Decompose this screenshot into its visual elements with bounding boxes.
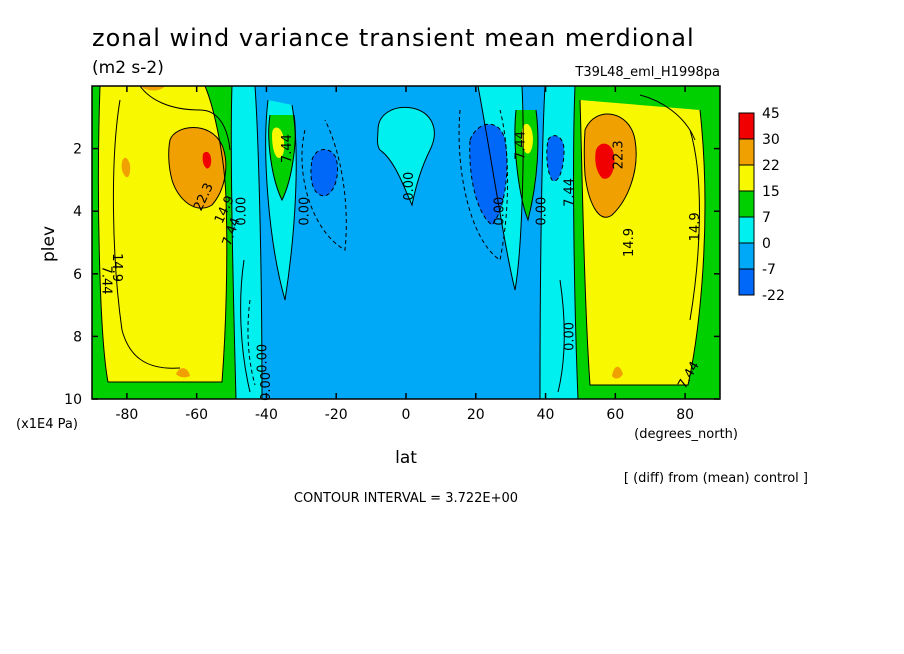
y-tick-label: 8	[73, 329, 82, 345]
contour-field	[92, 86, 720, 399]
colorbar: 45 30 22 15 7 0 -7 -22	[738, 106, 785, 304]
colorbar-swatch	[738, 112, 755, 140]
x-tick-label: 0	[402, 407, 411, 423]
contour-label: 0.00	[402, 172, 417, 201]
contour-line	[112, 99, 181, 369]
x-tick-label: 80	[676, 407, 694, 423]
colorbar-label: 7	[762, 210, 771, 226]
contour-label: 7.44	[280, 134, 295, 163]
colorbar-label: 30	[762, 132, 780, 148]
contour-line	[477, 86, 524, 291]
x-tick-label: -60	[185, 407, 208, 423]
contour-line	[546, 135, 565, 182]
band-orange-bottom-sh	[176, 368, 190, 378]
contour-line	[301, 119, 347, 251]
contour-line	[579, 99, 706, 386]
band-blue-sh	[310, 149, 338, 196]
contour-line	[689, 129, 700, 321]
y-tick-label: 4	[73, 204, 82, 220]
contour-label: 14.9	[622, 228, 637, 257]
contour-line	[268, 114, 296, 202]
colorbar-label: 15	[762, 184, 780, 200]
contour-line	[240, 259, 251, 393]
x-axis-label: lat	[395, 448, 417, 468]
contour-label: 0.00	[255, 344, 270, 373]
colorbar-swatch	[738, 242, 755, 270]
band-orange-top-left	[140, 86, 165, 91]
x-tick-label: -20	[325, 407, 348, 423]
band-red-right	[595, 143, 615, 179]
colorbar-swatch	[738, 216, 755, 244]
colorbar-label: -22	[762, 288, 785, 304]
band-yellow-nh-jet	[521, 123, 533, 154]
contour-line	[469, 123, 508, 226]
experiment-label: T39L48_eml_H1998pa	[574, 65, 720, 80]
band-orange-left	[168, 127, 226, 209]
band-cyan-eq	[377, 107, 435, 205]
chart-title: zonal wind variance transient mean merdi…	[92, 24, 695, 52]
contour-label: 0.00	[259, 372, 274, 401]
x-tick-label: 40	[537, 407, 555, 423]
colorbar-label: 22	[762, 158, 780, 174]
band-orange-small-sh	[121, 157, 131, 178]
y-axis: 2 4 6 8 10	[64, 142, 720, 408]
colorbar-swatch	[738, 268, 755, 296]
colorbar-swatch	[738, 164, 755, 192]
contour-line	[377, 106, 435, 207]
contour-line	[139, 86, 231, 151]
y-axis-label: plev	[39, 226, 59, 262]
band-orange-bottom-nh	[612, 366, 623, 379]
band-blue-nh2	[546, 135, 564, 181]
contour-line	[254, 86, 263, 399]
contour-label: 0.00	[493, 197, 508, 226]
contour-line	[557, 279, 565, 393]
y-tick-label: 2	[73, 142, 82, 158]
colorbar-label: -7	[762, 262, 776, 278]
x-axis: -80 -60 -40 -20 0 20 40 60 80	[115, 86, 694, 423]
contour-label: 7.44	[514, 131, 529, 160]
colorbar-swatch	[738, 138, 755, 166]
contour-line	[639, 94, 696, 141]
contour-label: 14.9	[688, 212, 703, 241]
contour-line	[97, 86, 228, 383]
control-note: [ (diff) from (mean) control ]	[624, 471, 808, 486]
units-label: (m2 s-2)	[92, 58, 164, 78]
contour-line	[573, 86, 579, 399]
contour-label: 0.00	[562, 322, 577, 351]
contour-lines-negative	[247, 109, 565, 386]
contour-line	[265, 99, 297, 301]
contour-line	[168, 127, 227, 209]
contour-line	[310, 149, 339, 197]
y-tick-label: 10	[64, 392, 82, 408]
contour-line	[458, 109, 509, 261]
colorbar-label: 45	[762, 106, 780, 122]
contour-line	[247, 299, 256, 386]
contour-line	[539, 86, 546, 399]
contour-label: 22.3	[611, 140, 626, 169]
colorbar-label: 0	[762, 236, 771, 252]
colorbar-swatch	[738, 190, 755, 218]
x-tick-label: -80	[115, 407, 138, 423]
contour-interval-label: CONTOUR INTERVAL = 3.722E+00	[294, 491, 518, 506]
x-tick-label: -40	[255, 407, 278, 423]
contour-line	[514, 109, 539, 222]
contour-label: 0.00	[297, 197, 312, 226]
y-axis-units: (x1E4 Pa)	[16, 417, 78, 432]
contour-label: 7.44	[98, 266, 113, 295]
y-tick-label: 6	[73, 267, 82, 283]
band-yellow-sh-jet	[272, 127, 285, 158]
band-red-left	[202, 151, 212, 169]
contour-label: 0.00	[235, 197, 250, 226]
contour-line	[583, 113, 637, 218]
x-tick-label: 60	[606, 407, 624, 423]
x-tick-label: 20	[467, 407, 485, 423]
contour-lines	[97, 86, 706, 399]
contour-line	[230, 86, 237, 399]
contour-label: 7.44	[562, 178, 577, 207]
x-axis-units: (degrees_north)	[634, 427, 738, 442]
contour-label: 14.9	[109, 253, 124, 282]
contour-label: 0.00	[535, 197, 550, 226]
